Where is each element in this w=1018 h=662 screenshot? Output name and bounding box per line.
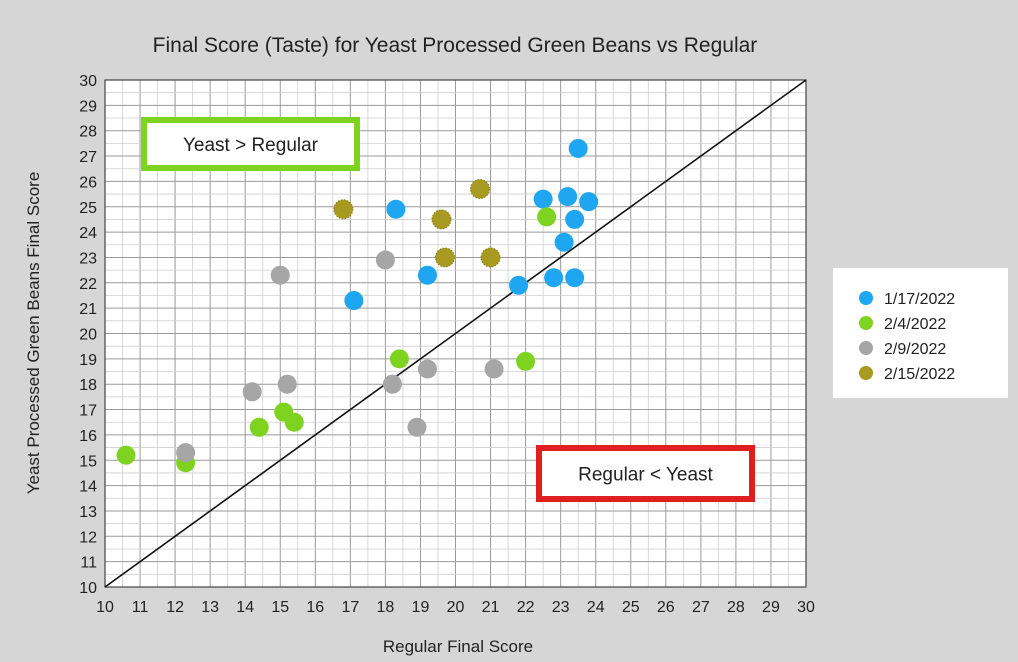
y-tick-label: 15 [79, 453, 97, 470]
data-point [516, 351, 536, 371]
legend-label: 2/9/2022 [884, 341, 946, 358]
x-tick-label: 16 [306, 599, 324, 616]
data-point [344, 291, 364, 311]
x-tick-label: 19 [412, 599, 430, 616]
legend-marker [859, 341, 873, 355]
x-tick-label: 28 [727, 599, 745, 616]
y-tick-label: 17 [79, 403, 97, 420]
data-point [431, 209, 452, 230]
x-tick-label: 22 [517, 599, 535, 616]
data-point [480, 247, 501, 268]
y-tick-label: 24 [79, 225, 97, 242]
y-axis-ticks: 10 11 12 13 14 15 16 17 18 19 20 21 22 23 24 25 26 27 28 29… [79, 73, 97, 597]
x-tick-label: 11 [132, 599, 149, 616]
y-tick-label: 13 [79, 504, 97, 521]
y-tick-label: 11 [80, 555, 97, 572]
x-tick-label: 29 [762, 599, 780, 616]
x-tick-label: 17 [341, 599, 359, 616]
legend-marker [859, 316, 873, 330]
annotation-label: Regular < Yeast [578, 465, 713, 486]
data-point [242, 382, 262, 402]
legend-label: 1/17/2022 [884, 291, 955, 308]
data-point [434, 247, 455, 268]
x-tick-label: 12 [166, 599, 184, 616]
y-tick-label: 12 [79, 529, 97, 546]
y-tick-label: 21 [79, 301, 97, 318]
y-tick-label: 30 [79, 73, 97, 90]
chart-title: Final Score (Taste) for Yeast Processed … [153, 34, 758, 57]
x-tick-label: 20 [447, 599, 465, 616]
x-axis-title: Regular Final Score [383, 637, 533, 656]
data-point [333, 199, 354, 220]
x-tick-label: 18 [377, 599, 395, 616]
x-tick-label: 30 [797, 599, 815, 616]
data-point [386, 199, 406, 219]
x-tick-label: 10 [96, 599, 114, 616]
data-point [509, 275, 529, 295]
annotation-label: Yeast > Regular [183, 135, 319, 156]
y-tick-label: 19 [79, 352, 97, 369]
data-point [277, 374, 297, 394]
y-tick-label: 26 [79, 174, 97, 191]
x-tick-label: 13 [201, 599, 219, 616]
y-tick-label: 22 [79, 276, 97, 293]
data-point [568, 138, 588, 158]
data-point [417, 359, 437, 379]
legend-label: 2/4/2022 [884, 316, 946, 333]
x-axis-ticks: 10 11 12 13 14 15 16 17 18 19 20 21 22 23 24 25 26 27 28 29… [96, 599, 815, 616]
legend-marker [859, 291, 873, 305]
y-tick-label: 18 [79, 377, 97, 394]
data-point [579, 192, 599, 212]
x-tick-label: 25 [622, 599, 640, 616]
reference-diagonal-line [104, 79, 807, 588]
y-tick-label: 20 [79, 327, 97, 344]
x-tick-label: 24 [587, 599, 605, 616]
y-tick-label: 27 [79, 149, 97, 166]
y-tick-label: 23 [79, 250, 97, 267]
y-tick-label: 10 [79, 580, 97, 597]
data-point [470, 179, 491, 200]
data-point [407, 417, 427, 437]
x-tick-label: 26 [657, 599, 675, 616]
data-point [284, 412, 304, 432]
y-tick-label: 28 [79, 124, 97, 141]
y-tick-label: 29 [79, 98, 97, 115]
plot-border [104, 79, 807, 588]
y-tick-label: 16 [79, 428, 97, 445]
data-point [417, 265, 437, 285]
data-point [565, 209, 585, 229]
x-tick-label: 23 [552, 599, 570, 616]
legend: 1/17/2022 2/4/2022 2/9/2022 2/15/2022 [833, 268, 1008, 398]
x-tick-label: 27 [692, 599, 710, 616]
y-tick-label: 25 [79, 200, 97, 217]
data-point [565, 268, 585, 288]
y-axis-title: Yeast Processed Green Beans Final Score [24, 172, 43, 495]
data-points [116, 138, 599, 473]
data-point [484, 359, 504, 379]
legend-items: 1/17/2022 2/4/2022 2/9/2022 2/15/2022 [859, 291, 955, 383]
data-point [375, 250, 395, 270]
data-point [537, 207, 557, 227]
annotation-box [536, 445, 755, 502]
data-point [533, 189, 553, 209]
data-point [558, 187, 578, 207]
y-tick-label: 14 [79, 479, 97, 496]
annotation-box [141, 117, 360, 171]
x-tick-label: 15 [271, 599, 289, 616]
data-point [389, 349, 409, 369]
x-tick-label: 21 [482, 599, 500, 616]
data-point [270, 265, 290, 285]
x-tick-label: 14 [236, 599, 254, 616]
data-point [382, 374, 402, 394]
data-point [116, 445, 136, 465]
data-point [176, 443, 196, 463]
annotations: Yeast > Regular Regular < Yeast [141, 117, 755, 502]
legend-label: 2/15/2022 [884, 366, 955, 383]
data-point [554, 232, 574, 252]
legend-marker [859, 366, 873, 380]
data-point [544, 268, 564, 288]
data-point [249, 417, 269, 437]
